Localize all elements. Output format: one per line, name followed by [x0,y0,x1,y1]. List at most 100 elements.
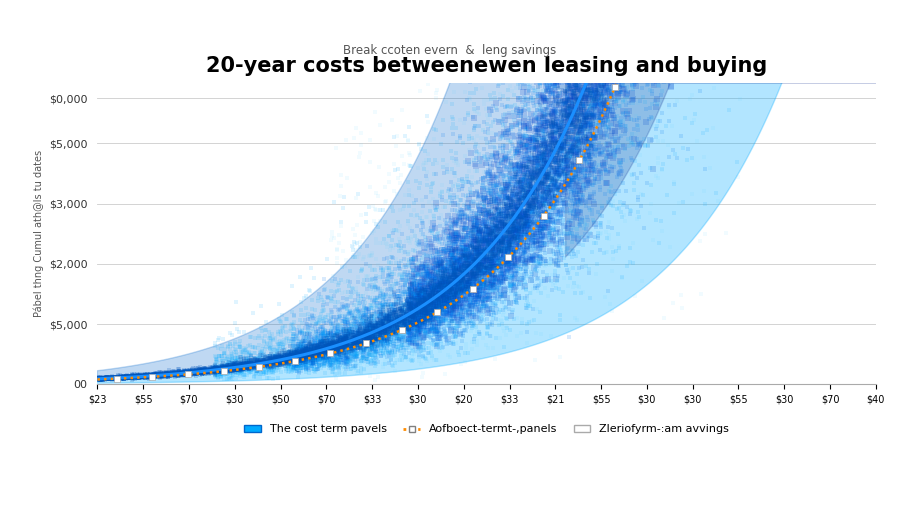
Point [580,58,594,66]
Point [285,356,300,364]
Point [252,356,266,364]
Point [562,112,577,120]
Point [445,299,459,307]
Point [244,351,258,359]
Point [465,270,480,278]
Point [571,197,585,205]
Point [176,369,190,377]
Point [496,270,510,279]
Point [541,184,555,192]
Point [287,356,302,364]
Point [497,301,511,309]
Point [108,373,122,381]
Point [529,174,544,182]
Point [508,270,522,278]
Point [471,230,485,238]
Point [454,280,468,288]
Point [313,293,328,301]
Point [307,364,321,373]
Point [579,155,593,163]
Point [469,304,483,312]
Point [366,305,381,313]
Point [366,332,381,340]
Point [596,51,610,60]
Point [472,192,486,200]
Point [478,280,492,288]
Point [489,223,503,231]
Point [432,304,446,313]
Point [263,352,277,360]
Point [544,177,558,186]
Point [450,235,464,244]
Point [94,376,109,384]
Point [409,301,423,309]
Point [558,141,572,150]
Point [594,93,608,101]
Point [449,282,464,290]
Point [498,224,512,232]
Point [503,281,517,289]
Point [522,96,536,104]
Point [444,277,458,285]
Point [211,373,225,381]
Point [356,320,370,328]
Point [408,311,422,319]
Point [246,309,260,317]
Point [469,271,483,279]
Point [699,23,714,31]
Point [374,337,389,345]
Point [563,188,578,196]
Point [433,253,447,262]
Point [516,217,530,225]
Point [146,372,160,380]
Point [514,183,528,191]
Point [408,303,422,311]
Point [292,356,306,364]
Point [340,356,355,364]
Point [472,263,487,271]
Point [365,330,380,338]
Point [377,327,392,335]
Point [96,374,111,382]
Point [507,286,521,295]
Point [540,162,554,170]
Point [374,340,388,348]
Point [510,225,525,233]
Point [207,366,221,374]
Point [547,136,562,144]
Point [549,142,563,150]
Point [323,347,338,356]
Point [340,301,355,309]
Point [441,266,455,274]
Point [139,373,153,381]
Point [197,367,211,375]
Point [382,317,396,325]
Point [146,372,160,380]
Point [194,366,209,375]
Point [644,55,659,63]
Point [421,314,436,322]
Point [406,287,420,295]
Point [473,284,488,292]
Point [526,182,540,191]
Point [405,292,419,300]
Point [584,123,598,132]
Point [312,347,327,356]
Point [400,311,415,319]
Point [582,135,597,143]
Point [476,263,491,271]
Point [453,280,467,288]
Point [321,349,336,357]
Point [374,343,388,351]
Point [404,255,419,263]
Point [561,133,575,141]
Point [111,374,125,382]
Point [333,332,347,340]
Point [626,65,640,74]
Point [224,363,238,372]
Point [395,319,410,327]
Point [325,277,339,285]
Point [437,273,452,282]
Point [512,204,526,212]
Point [391,321,405,329]
